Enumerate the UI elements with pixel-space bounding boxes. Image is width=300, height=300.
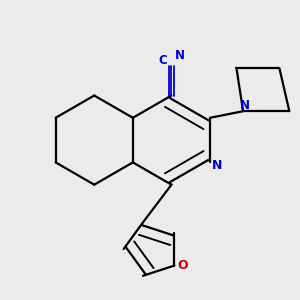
Text: O: O <box>177 259 188 272</box>
Text: N: N <box>240 99 250 112</box>
Text: N: N <box>212 158 223 172</box>
Text: N: N <box>175 49 185 62</box>
Text: C: C <box>159 54 168 67</box>
